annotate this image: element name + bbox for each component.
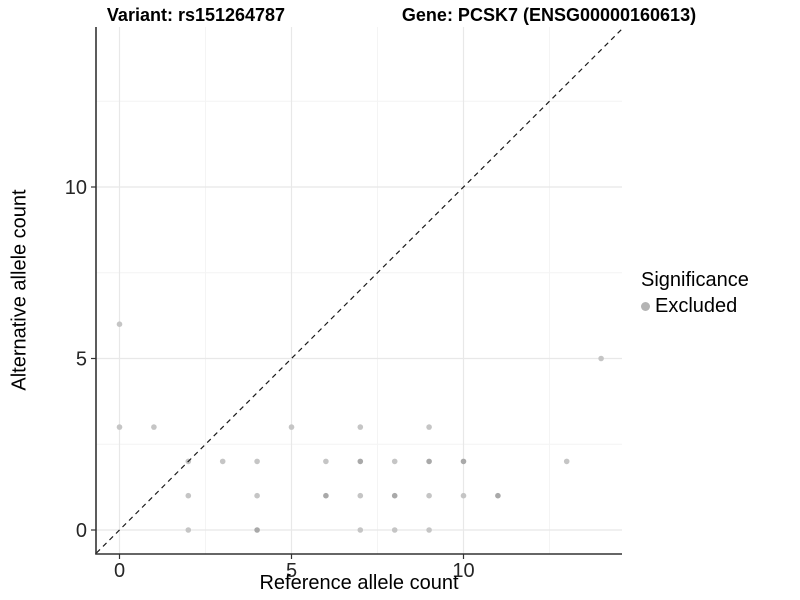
data-point: [185, 492, 192, 499]
x-axis-title: Reference allele count: [259, 572, 459, 594]
data-point: [323, 458, 329, 465]
data-point: [563, 458, 570, 465]
data-point: [598, 355, 604, 362]
identity-dashed-line: [96, 27, 624, 554]
x-tick-label: 5: [286, 560, 297, 582]
data-point: [116, 321, 123, 328]
legend-item-label: Excluded: [655, 295, 738, 317]
gene-title: Gene: PCSK7 (ENSG00000160613): [401, 5, 697, 25]
legend-title: Significance: [641, 269, 749, 291]
data-point: [495, 492, 501, 499]
y-tick-label: 5: [76, 349, 87, 371]
data-point: [185, 527, 192, 533]
x-tick-label: 0: [114, 560, 125, 582]
data-point: [426, 492, 432, 499]
data-point: [357, 527, 364, 533]
legend-point-icon: [641, 302, 650, 311]
y-tick-label: 0: [76, 520, 87, 542]
data-point: [254, 458, 260, 465]
data-point: [254, 527, 260, 533]
y-tick-label: 10: [65, 177, 87, 199]
data-point: [219, 458, 226, 465]
data-point: [460, 492, 467, 499]
data-point: [391, 458, 398, 465]
variant-title: Variant: rs151264787: [106, 5, 286, 25]
data-point: [391, 527, 398, 533]
data-point: [323, 492, 329, 499]
data-point: [357, 424, 364, 430]
data-point: [116, 424, 123, 430]
data-point: [460, 458, 467, 465]
legend-item-excluded: Excluded: [641, 295, 749, 318]
data-point: [426, 458, 432, 465]
data-point: [357, 492, 364, 499]
legend: Significance Excluded: [641, 269, 749, 318]
data-point: [391, 492, 398, 499]
data-point: [151, 424, 157, 430]
x-tick-label: 10: [452, 560, 474, 582]
data-point: [357, 458, 364, 465]
y-axis-title: Alternative allele count: [8, 189, 31, 391]
data-point: [254, 492, 260, 499]
data-point: [426, 527, 432, 533]
data-point: [288, 424, 295, 430]
data-point: [426, 424, 432, 430]
